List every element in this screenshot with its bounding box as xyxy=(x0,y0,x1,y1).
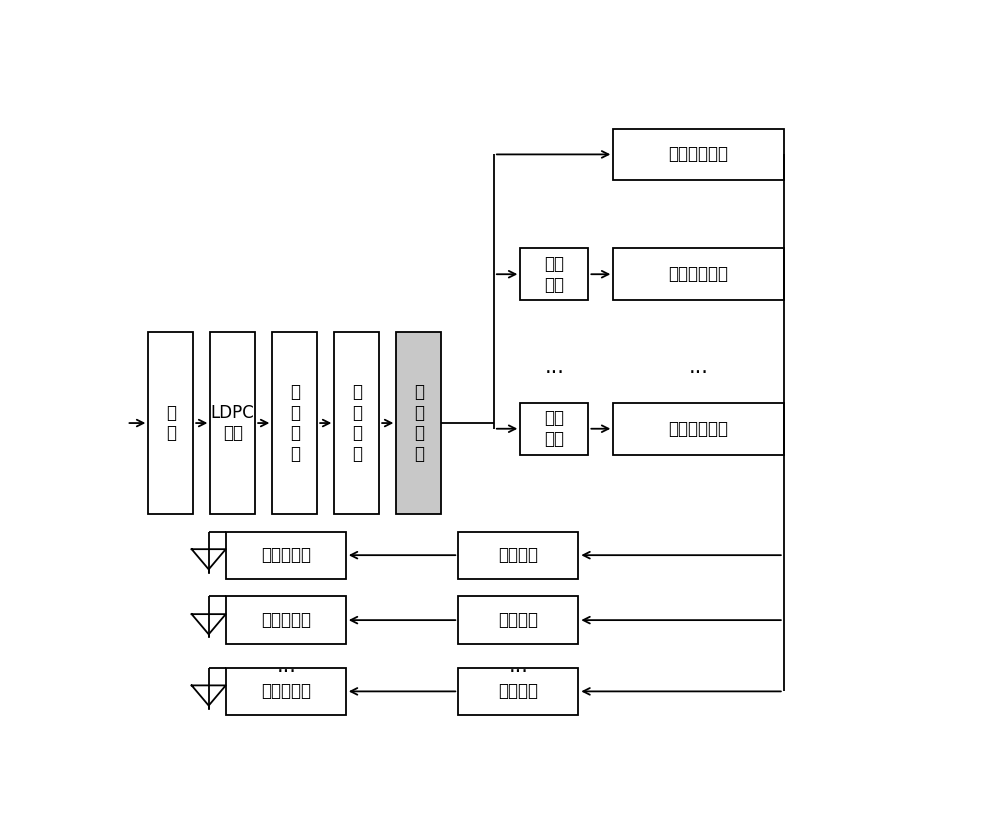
Bar xyxy=(458,667,578,715)
Text: ···: ··· xyxy=(689,363,708,382)
Text: 符
号
交
织: 符 号 交 织 xyxy=(352,382,362,464)
Text: ···: ··· xyxy=(276,662,296,682)
Text: 模拟和射频: 模拟和射频 xyxy=(261,611,311,629)
Text: 插入保护间隔: 插入保护间隔 xyxy=(668,146,728,164)
Bar xyxy=(226,596,346,644)
Text: 脉冲成形: 脉冲成形 xyxy=(498,546,538,564)
Text: ···: ··· xyxy=(509,662,529,682)
Text: ···: ··· xyxy=(544,363,564,382)
Text: 插入保护间隔: 插入保护间隔 xyxy=(668,265,728,283)
Bar xyxy=(148,332,193,514)
Text: 模拟和射频: 模拟和射频 xyxy=(261,546,311,564)
Text: LDPC
编码: LDPC 编码 xyxy=(211,404,255,442)
Bar xyxy=(226,532,346,579)
Bar xyxy=(520,248,588,300)
Text: 星
座
映
射: 星 座 映 射 xyxy=(290,382,300,464)
Text: 脉冲成形: 脉冲成形 xyxy=(498,682,538,700)
Bar xyxy=(613,403,784,455)
Bar xyxy=(613,129,784,180)
Bar xyxy=(272,332,317,514)
Bar xyxy=(396,332,441,514)
Text: 插入保护间隔: 插入保护间隔 xyxy=(668,419,728,437)
Bar xyxy=(210,332,255,514)
Text: 相
位
旋
转: 相 位 旋 转 xyxy=(414,382,424,464)
Bar xyxy=(458,532,578,579)
Text: 循环
移位: 循环 移位 xyxy=(544,410,564,448)
Text: 循环
移位: 循环 移位 xyxy=(544,255,564,294)
Text: 脉冲成形: 脉冲成形 xyxy=(498,611,538,629)
Bar xyxy=(226,667,346,715)
Bar xyxy=(458,596,578,644)
Text: 扰
码: 扰 码 xyxy=(166,404,176,442)
Bar xyxy=(520,403,588,455)
Bar xyxy=(334,332,379,514)
Bar xyxy=(613,248,784,300)
Text: 模拟和射频: 模拟和射频 xyxy=(261,682,311,700)
